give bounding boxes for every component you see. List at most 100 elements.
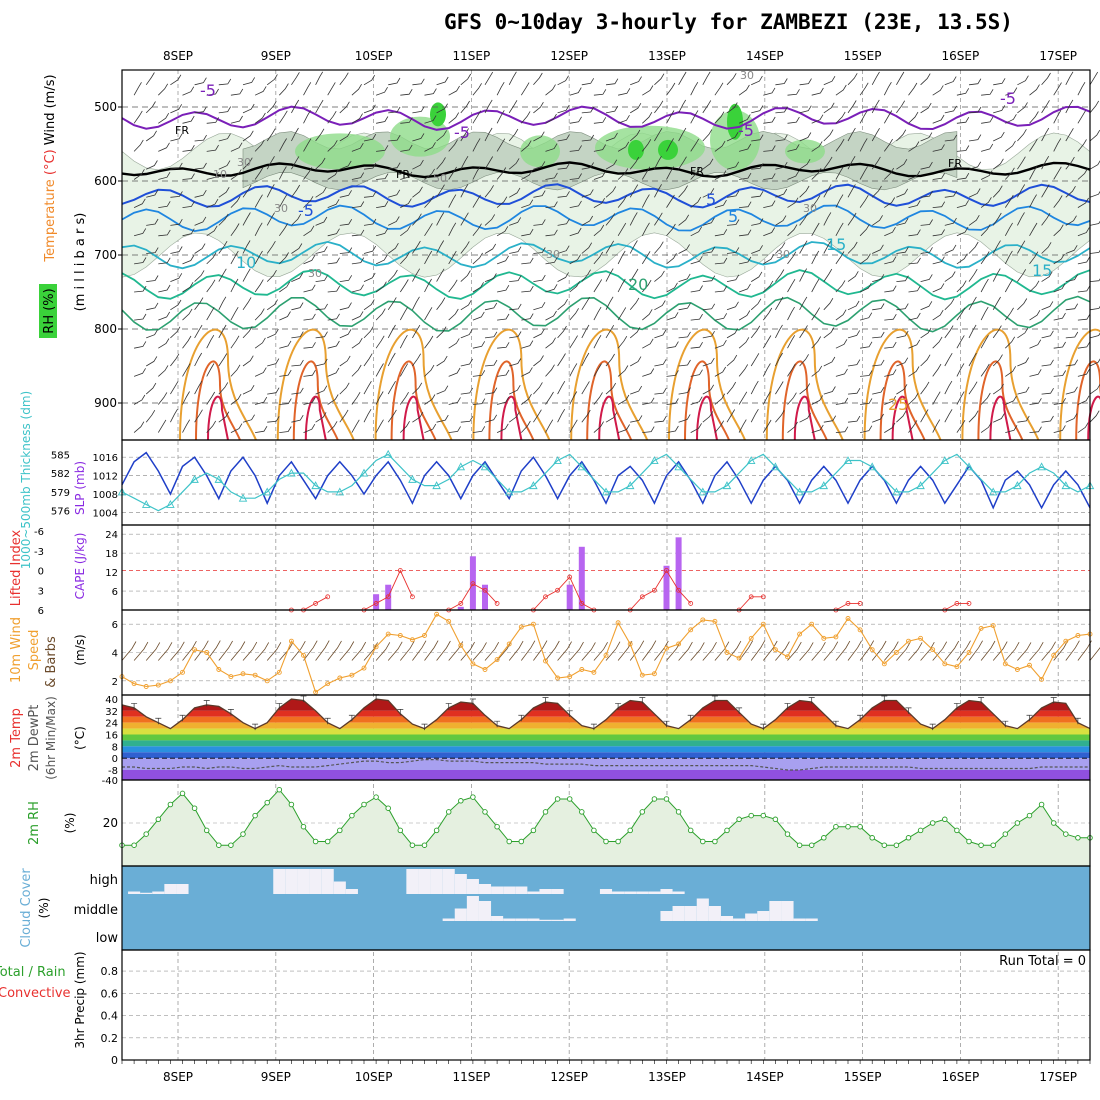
li-line [533,576,595,611]
wind-barb [654,184,662,198]
cloud-bar-middle [491,916,504,921]
wind-barb [980,363,990,377]
temp-minmax-marker [760,723,767,731]
wind-speed-marker [373,644,379,650]
pressure-unit-label: (m i l l i b a r s) [73,213,88,312]
wind-barb [835,166,844,180]
wind-barb [521,340,534,349]
wind-barb [992,354,1003,367]
temp-minmax-marker [615,703,622,710]
cloud-bar-high [442,869,455,894]
wind-barb [291,272,304,282]
wind-barb [509,217,522,226]
date-label-top: 9SEP [261,49,291,63]
wind-barb [557,191,570,198]
wind-barb [702,246,716,254]
wind-barb [1089,383,1100,395]
wind-barb [521,228,534,237]
wind-barb [521,313,534,321]
wind-barb [944,190,958,198]
wind-barb [920,301,933,311]
wind-barb [569,254,581,265]
wind-barb [497,369,510,377]
wind-barb [242,268,251,282]
wind-barb [303,110,311,124]
thickness-marker [383,449,393,458]
temp-minmax-marker [518,714,525,722]
wind-barb [726,247,740,254]
wind-barb [484,71,494,86]
li-line [629,569,692,611]
wind-barb [484,273,497,282]
wind-barb [1089,190,1100,198]
wind-barb [605,268,614,282]
wind-barb [303,342,316,349]
wind-barb [884,197,896,208]
wind-barb [823,297,834,311]
wind-barb [762,640,778,661]
rh-marker [796,842,803,848]
date-label-bottom: 13SEP [648,1070,686,1084]
isotherm-loop-red [1075,360,1100,441]
temp-minmax-marker [469,698,476,705]
wind-barb [944,409,953,423]
wind-barb [315,246,328,254]
cape-tick-label: 12 [105,568,118,579]
wind-barb [920,132,933,142]
wind-barb [1053,195,1063,208]
wind-barb [763,116,776,124]
wind-barb [944,244,957,254]
wind-barb [412,106,425,114]
wind-barb [932,641,948,661]
wind-barb [230,169,242,180]
wind-barb [521,199,534,208]
pressure-tick-label: 600 [94,174,117,188]
wind-barb [521,140,532,152]
rh-marker [1026,812,1033,819]
wind-tick-label: 6 [112,620,118,631]
rh-marker [385,805,391,811]
thickness-marker [456,462,466,471]
wind-barb [726,274,740,282]
wind-barb [424,335,434,349]
wind-barb [206,252,217,265]
wind-barb [883,110,893,124]
wind-barb [932,309,944,321]
wind-barb [654,329,667,339]
isotherm-loop-red [879,360,926,441]
wind-barb [799,78,812,86]
cloud-level-label: middle [74,903,118,918]
isotherm-loop-orange [863,328,942,441]
wind-speed-marker [446,618,452,624]
temp-minmax-marker [1026,714,1033,722]
wind-barb [859,166,868,180]
wind-barb [593,89,607,96]
wind-barb [775,381,784,395]
wind-barb [230,641,246,661]
wind-barb [702,357,715,367]
wind-barb [545,113,557,124]
wind-barb [436,212,445,226]
wind-barb [750,380,759,395]
rh-marker [421,842,428,848]
wind-barb [920,274,933,282]
wind-barb [980,640,996,661]
contour-label: FR [948,157,962,170]
wind-barb [581,642,596,661]
rh-marker [712,838,718,845]
wind-barb [666,312,679,321]
wind-barb [557,104,570,114]
wind-barb [1005,140,1016,152]
wind-barb [545,640,560,661]
wind-barb [400,420,410,433]
pressure-tick-label: 700 [94,248,117,262]
wind-barb [666,398,679,405]
wind-barb [496,81,505,96]
wind-barb [412,186,423,198]
wind-barb [315,385,328,395]
wind-barb [533,409,542,423]
wind-barb [472,110,482,124]
rh-band-moist [242,131,958,191]
wind-barb [581,296,590,311]
wind-barb [230,364,241,377]
